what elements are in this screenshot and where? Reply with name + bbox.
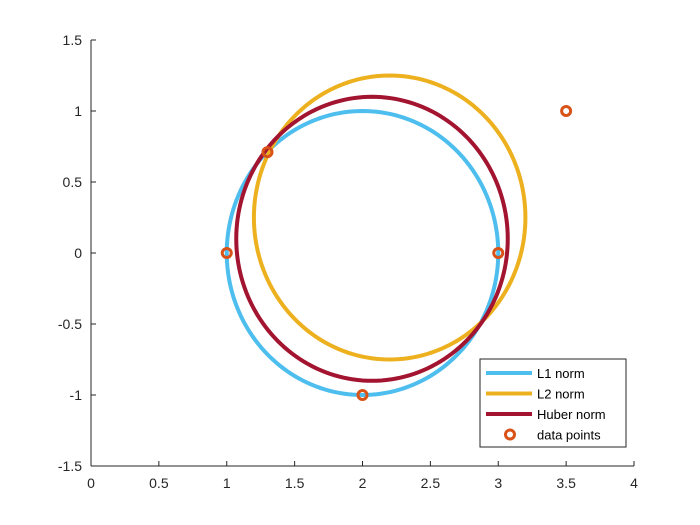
y-tick-label: -1.5	[58, 458, 82, 474]
series-line-l1-norm	[224, 108, 501, 398]
y-tick-label: -0.5	[58, 316, 82, 332]
data-point-marker	[560, 105, 573, 117]
y-tick-label: 0.5	[63, 174, 83, 190]
y-tick-label: -1	[70, 387, 83, 403]
legend-label: L2 norm	[537, 387, 585, 402]
x-tick-label: 0.5	[149, 475, 169, 491]
legend-label: data points	[537, 428, 601, 443]
series-line-l2-norm	[251, 73, 528, 362]
data-point-marker	[220, 247, 233, 259]
y-ticks: 1.5 1 0.5 0 -0.5 -1 -1.5	[58, 32, 96, 474]
legend-label: Huber norm	[537, 407, 606, 422]
legend: L1 norm L2 norm Huber norm data points	[479, 358, 627, 448]
x-ticks: 0 0.5 1 1.5 2 2.5 3 3.5 4	[87, 461, 638, 491]
data-point-marker	[356, 389, 369, 401]
x-tick-label: 2.5	[421, 475, 441, 491]
y-tick-label: 0	[74, 245, 82, 261]
y-tick-label: 1.5	[63, 32, 83, 48]
data-point-markers	[220, 105, 573, 401]
x-tick-label: 3.5	[556, 475, 576, 491]
x-tick-label: 1	[223, 475, 231, 491]
data-point-marker	[492, 247, 505, 259]
y-tick-label: 1	[74, 103, 82, 119]
legend-marker-icon	[504, 428, 516, 441]
data-point-marker	[261, 146, 274, 159]
x-tick-label: 1.5	[285, 475, 305, 491]
series-line-huber-norm	[234, 94, 510, 383]
series-curves	[224, 73, 528, 398]
x-tick-label: 0	[87, 475, 95, 491]
x-tick-label: 4	[630, 475, 638, 491]
legend-label: L1 norm	[537, 366, 585, 381]
x-tick-label: 2	[359, 475, 367, 491]
x-tick-label: 3	[494, 475, 502, 491]
